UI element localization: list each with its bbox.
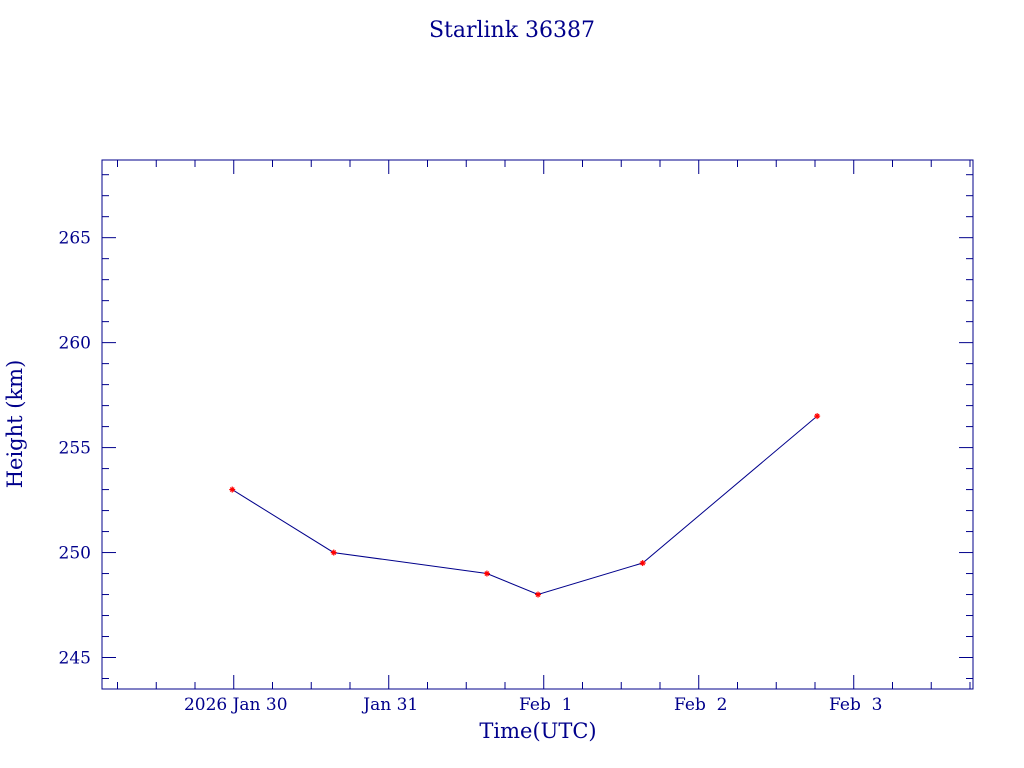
chart-title: Starlink 36387 (429, 18, 595, 43)
y-tick-label: 255 (59, 439, 91, 459)
plot-frame (101, 159, 974, 690)
data-point-mark (229, 487, 235, 492)
data-point (814, 413, 821, 420)
y-tick-label: 245 (59, 649, 91, 669)
data-point (639, 560, 646, 567)
y-axis-tick-labels: 245 250 255 260 265 (59, 229, 91, 669)
x-axis-tick-labels: 2026 Jan 30 Jan 31 Feb 1 Feb 2 Feb 3 (184, 695, 883, 715)
data-point-mark (535, 592, 541, 597)
series-line (231, 415, 818, 596)
x-tick-label: Feb 3 (829, 695, 882, 715)
x-axis-label: Time(UTC) (479, 719, 596, 743)
data-point-mark (814, 413, 820, 419)
data-point (330, 549, 337, 556)
y-tick-label: 250 (59, 544, 91, 564)
data-point (483, 570, 490, 577)
x-tick-label: Feb 2 (674, 695, 727, 715)
y-tick-label: 260 (59, 334, 91, 354)
axis-ticks (102, 160, 973, 689)
y-axis-label: Height (km) (3, 360, 27, 489)
data-point-mark (331, 550, 337, 555)
x-tick-label: Jan 31 (361, 695, 418, 715)
x-tick-label: Feb 1 (519, 695, 572, 715)
series-1 (229, 413, 821, 598)
data-point (229, 486, 236, 493)
x-tick-label: 2026 Jan 30 (184, 695, 288, 715)
y-tick-label: 265 (59, 229, 91, 249)
data-point-mark (484, 571, 490, 576)
data-point (535, 591, 542, 598)
data-point-mark (640, 560, 646, 566)
